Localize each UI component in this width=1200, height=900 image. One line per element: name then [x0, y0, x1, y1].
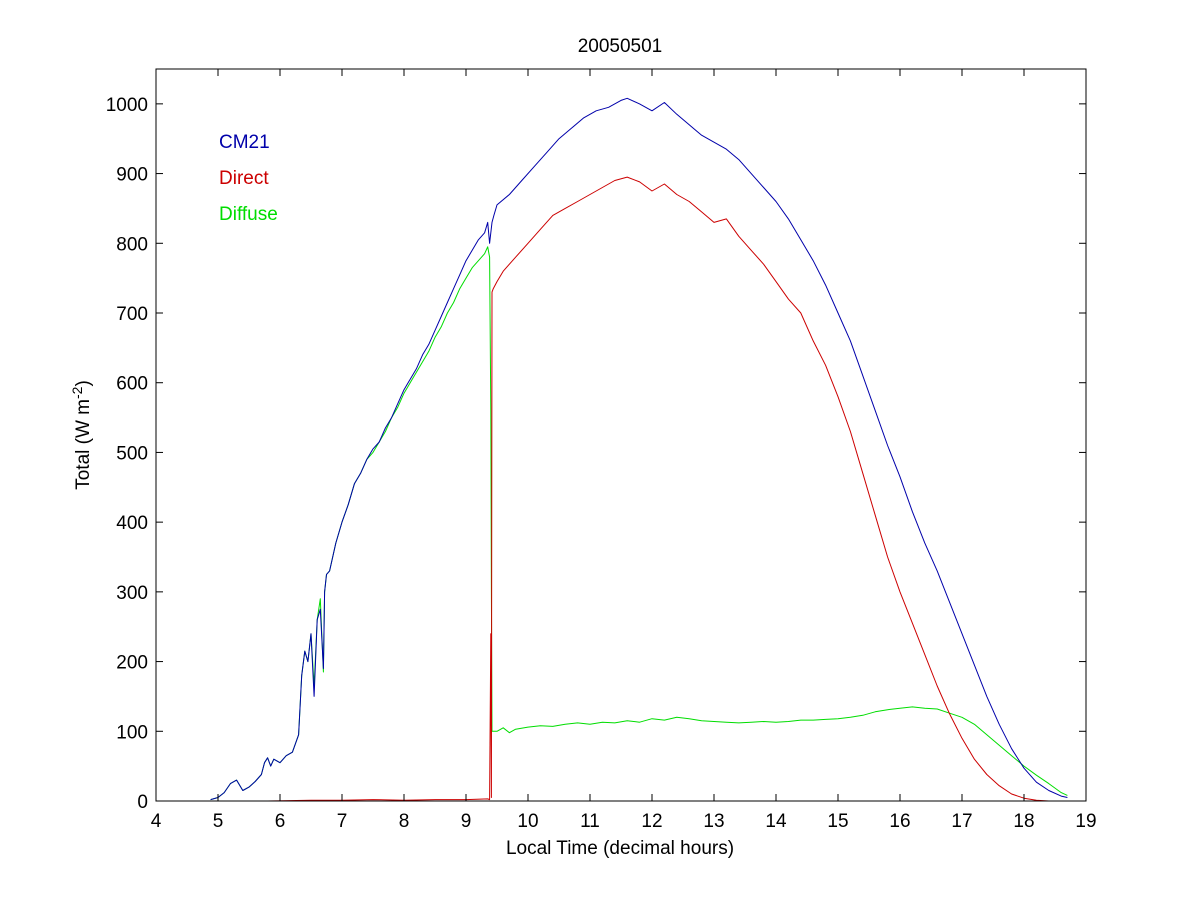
y-tick-label: 0 [137, 792, 148, 813]
x-axis-label: Local Time (decimal hours) [506, 838, 734, 859]
x-tick-label: 10 [517, 811, 538, 832]
x-tick-label: 16 [889, 811, 910, 832]
x-tick-label: 15 [827, 811, 848, 832]
x-tick-label: 11 [580, 811, 600, 832]
y-tick-label: 100 [116, 722, 148, 743]
x-tick-label: 19 [1075, 811, 1096, 832]
x-tick-label: 7 [337, 811, 348, 832]
y-tick-label: 500 [116, 443, 148, 464]
x-tick-label: 5 [213, 811, 224, 832]
legend-entry-cm21: CM21 [219, 132, 270, 153]
x-tick-label: 13 [703, 811, 724, 832]
x-tick-label: 18 [1013, 811, 1034, 832]
y-axis-label-main: Total (W m [73, 399, 94, 490]
x-tick-label: 17 [951, 811, 972, 832]
y-tick-label: 200 [116, 653, 148, 674]
legend: CM21 Direct Diffuse [219, 132, 278, 225]
axes-box [155, 68, 1087, 802]
y-tick-label: 700 [116, 304, 148, 325]
y-axis-ticks: 0 100 200 300 400 500 600 700 800 900 1000 [106, 95, 1086, 813]
x-tick-label: 12 [641, 811, 662, 832]
x-tick-label: 8 [399, 811, 410, 832]
y-axis-label: Total (W m-2) [69, 380, 94, 490]
x-tick-label: 6 [275, 811, 286, 832]
legend-entry-diffuse: Diffuse [219, 204, 278, 225]
series-line-direct [267, 176, 1049, 802]
y-axis-label-suffix: ) [73, 380, 94, 386]
y-tick-label: 800 [116, 234, 148, 255]
legend-entry-direct: Direct [219, 168, 269, 189]
y-tick-label: 600 [116, 374, 148, 395]
y-tick-label: 300 [116, 583, 148, 604]
y-tick-label: 900 [116, 165, 148, 186]
x-tick-label: 4 [151, 811, 162, 832]
y-tick-label: 1000 [106, 95, 148, 116]
y-tick-label: 400 [116, 513, 148, 534]
y-axis-label-exponent: -2 [69, 386, 85, 399]
series-line-cm21 [210, 97, 1068, 801]
x-tick-label: 9 [461, 811, 472, 832]
series-layer [210, 97, 1068, 802]
x-axis-ticks: 4 5 6 7 8 9 10 11 12 13 14 15 16 17 18 19 [151, 69, 1097, 832]
plot-area: 4 5 6 7 8 9 10 11 12 13 14 15 16 17 18 19 0 100 200 300 400… [106, 68, 1097, 832]
chart-title: 20050501 [578, 36, 663, 57]
x-tick-label: 14 [765, 811, 787, 832]
